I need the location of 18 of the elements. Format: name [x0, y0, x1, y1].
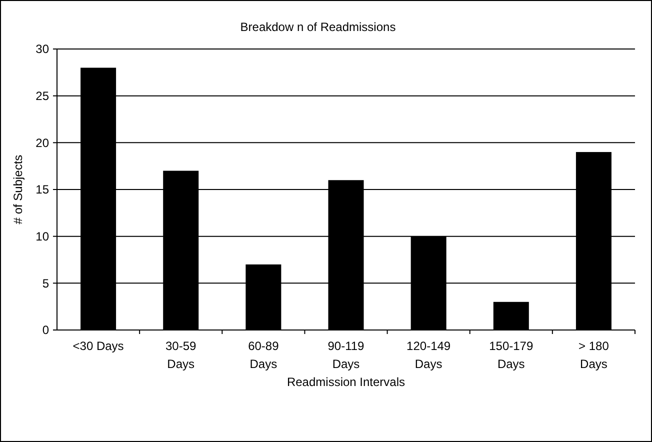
y-tick-label: 5: [42, 276, 50, 290]
y-axis-title: # of Subjects: [11, 154, 25, 224]
y-tick-label: 15: [36, 182, 50, 197]
x-tick-label: 150-179 Days: [489, 339, 534, 371]
x-tick-label: 90-119 Days: [328, 339, 365, 371]
y-tick-label: 0: [42, 323, 50, 338]
x-axis-title: Readmission Intervals: [286, 375, 406, 389]
y-tick-label: 10: [36, 230, 50, 244]
y-tick-label: 30: [36, 42, 50, 56]
x-tick-label: 30-59 Days: [166, 339, 197, 371]
bar: [493, 302, 529, 330]
x-tick-label: <30 Days: [72, 339, 124, 353]
x-tick-label: 60-89 Days: [248, 339, 280, 371]
x-tick-label: 120-149 Days: [406, 339, 451, 371]
y-tick-label: 25: [36, 89, 50, 104]
chart-title: Breakdow n of Readmissions: [240, 20, 396, 34]
x-tick-label: > 180 Days: [578, 339, 610, 371]
y-tick-label: 20: [36, 136, 50, 150]
